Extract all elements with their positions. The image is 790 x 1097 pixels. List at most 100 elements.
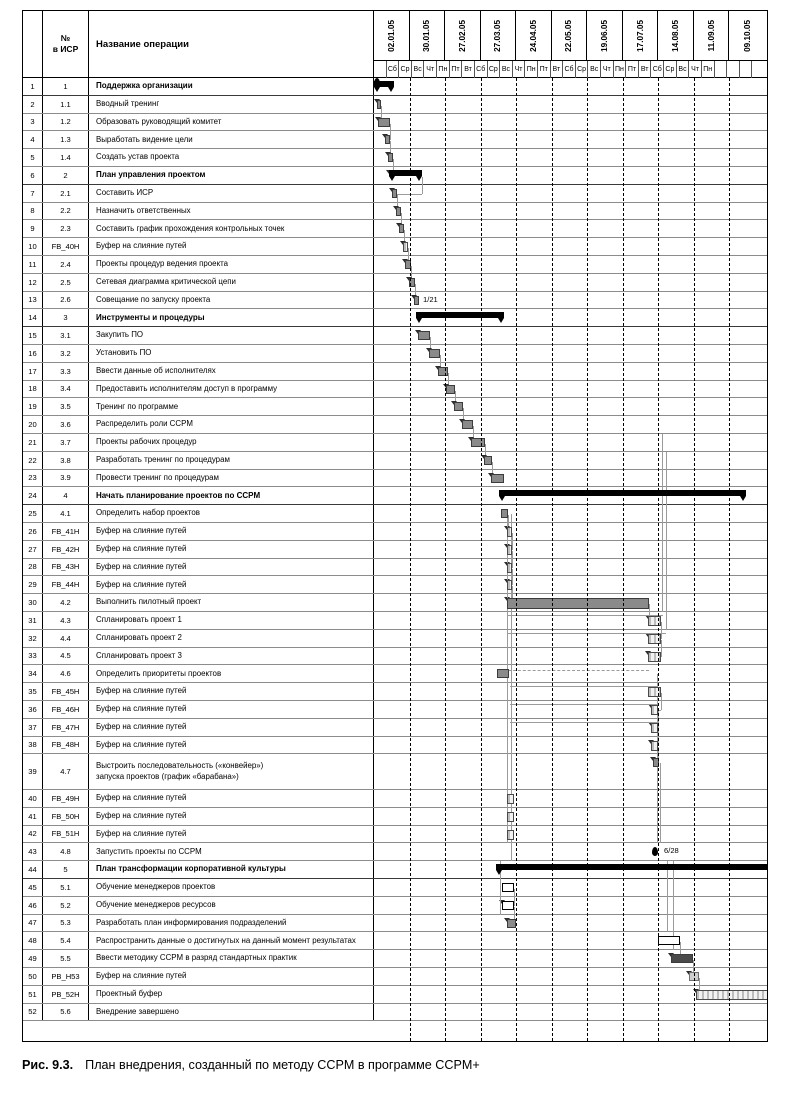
table-row[interactable]: 12 2.5 Сетевая диаграмма критической цепи <box>23 273 767 292</box>
table-row[interactable]: 35 FB_45H Буфер на слияние путей <box>23 683 767 701</box>
table-row[interactable]: 5 1.4 Создать устав проекта <box>23 149 767 167</box>
table-row[interactable]: 38 FB_48H Буфер на слияние путей <box>23 736 767 755</box>
gantt-bar-task[interactable] <box>396 206 401 216</box>
gantt-bar-task[interactable] <box>653 758 659 768</box>
table-row[interactable]: 11 2.4 Проекты процедур ведения проекта <box>23 256 767 274</box>
gantt-bar-buffer[interactable] <box>648 651 661 662</box>
table-row[interactable]: 2 1.1 Вводный тренинг <box>23 95 767 114</box>
table-row[interactable]: 46 5.2 Обучение менеджеров ресурсов <box>23 896 767 915</box>
gantt-bar-summary[interactable] <box>389 170 422 181</box>
gantt-bar-task[interactable] <box>392 188 397 198</box>
table-row[interactable]: 51 PB_52H Проектный буфер <box>23 985 767 1004</box>
gantt-bar-summary[interactable] <box>496 864 767 876</box>
gantt-bar-task[interactable] <box>405 260 411 269</box>
gantt-bar-buffer[interactable] <box>651 722 658 733</box>
table-row[interactable]: 27 FB_42H Буфер на слияние путей <box>23 540 767 559</box>
table-row[interactable]: 19 3.5 Тренинг по программе <box>23 398 767 417</box>
gantt-bar-buffer[interactable] <box>403 242 408 253</box>
gantt-bar-task-wide[interactable] <box>507 598 649 610</box>
table-row[interactable]: 43 4.8 Запустить проекты по CCPM <box>23 843 767 862</box>
table-row[interactable]: 23 3.9 Провести тренинг по процедурам <box>23 469 767 488</box>
gantt-bar-buffer[interactable] <box>507 794 514 804</box>
table-row[interactable]: 36 FB_46H Буфер на слияние путей <box>23 701 767 719</box>
table-row[interactable]: 28 FB_43H Буфер на слияние путей <box>23 558 767 577</box>
gantt-bar-buffer[interactable] <box>507 811 514 822</box>
gantt-bar-task-light[interactable] <box>689 972 699 981</box>
gantt-bar-task[interactable] <box>462 420 473 430</box>
gantt-bar-buffer[interactable] <box>507 544 512 555</box>
gantt-bar-task[interactable] <box>454 402 463 412</box>
table-row[interactable]: 26 FB_41H Буфер на слияние путей <box>23 523 767 541</box>
table-row[interactable]: 40 FB_49H Буфер на слияние путей <box>23 790 767 808</box>
table-row[interactable]: 30 4.2 Выполнить пилотный проект <box>23 594 767 612</box>
gantt-bar-task[interactable] <box>399 224 404 234</box>
gantt-bar-milestone[interactable] <box>652 847 658 857</box>
table-row[interactable]: 18 3.4 Предоставить исполнителям доступ в … <box>23 380 767 399</box>
gantt-bar-task[interactable] <box>409 277 415 287</box>
table-row[interactable]: 14 3 Инструменты и процедуры <box>23 309 767 328</box>
gantt-bar-buffer[interactable] <box>651 705 658 715</box>
table-row[interactable]: 15 3.1 Закупить ПО <box>23 327 767 345</box>
gantt-bar-task[interactable] <box>429 349 440 358</box>
table-row[interactable]: 31 4.3 Спланировать проект 1 <box>23 612 767 630</box>
gantt-bar-task[interactable] <box>388 153 393 163</box>
gantt-bar-buffer[interactable] <box>651 740 658 751</box>
table-row[interactable]: 21 3.7 Проекты рабочих процедур <box>23 434 767 452</box>
gantt-bar-task-white[interactable] <box>502 883 514 892</box>
gantt-bar-task[interactable] <box>497 669 509 679</box>
table-row[interactable]: 24 4 Начать планирование проектов по CCPM <box>23 487 767 506</box>
table-row[interactable]: 1 1 Поддержка организации <box>23 78 767 96</box>
gantt-bar-buffer[interactable] <box>696 989 767 1000</box>
gantt-bar-task[interactable] <box>378 117 390 127</box>
gantt-bar-buffer[interactable] <box>507 527 512 537</box>
table-row[interactable]: 20 3.6 Распределить роли CCPM <box>23 416 767 434</box>
gantt-bar-summary[interactable] <box>416 312 504 324</box>
gantt-bar-buffer[interactable] <box>507 562 512 573</box>
table-row[interactable]: 37 FB_47H Буфер на слияние путей <box>23 718 767 737</box>
table-row[interactable]: 49 5.5 Ввести методику CCPM в разряд станд… <box>23 950 767 968</box>
table-row[interactable]: 13 2.6 Совещание по запуску проекта <box>23 291 767 310</box>
table-row[interactable]: 9 2.3 Составить график прохождения контрол… <box>23 220 767 239</box>
table-row[interactable]: 3 1.2 Образовать руководящий комитет <box>23 113 767 132</box>
gantt-bar-task[interactable] <box>446 384 455 394</box>
gantt-bar-task[interactable] <box>484 455 492 465</box>
table-row[interactable]: 4 1.3 Выработать видение цели <box>23 131 767 150</box>
table-row[interactable]: 52 5.6 Внедрение завершено <box>23 1003 767 1022</box>
table-row[interactable]: 7 2.1 Составить ИСР <box>23 184 767 203</box>
gantt-bar-task[interactable] <box>385 135 390 145</box>
gantt-bar-task[interactable] <box>501 509 508 519</box>
table-row[interactable]: 45 5.1 Обучение менеджеров проектов <box>23 879 767 897</box>
table-row[interactable]: 39 4.7 Выстроить последовательность («конв… <box>23 754 767 790</box>
table-row[interactable]: 33 4.5 Спланировать проект 3 <box>23 647 767 666</box>
gantt-bar-task[interactable] <box>507 918 516 928</box>
table-row[interactable]: 47 5.3 Разработать план информирования под… <box>23 914 767 933</box>
gantt-bar-task[interactable] <box>418 331 430 341</box>
table-row[interactable]: 50 PB_H53 Буфер на слияние путей <box>23 968 767 986</box>
gantt-bar-task[interactable] <box>471 438 485 447</box>
gantt-bar-task-dark[interactable] <box>671 954 693 964</box>
gantt-bar-task[interactable] <box>491 473 504 483</box>
table-row[interactable]: 41 FB_50H Буфер на слияние путей <box>23 807 767 826</box>
table-row[interactable]: 22 3.8 Разработать тренинг по процедурам <box>23 451 767 470</box>
table-row[interactable]: 17 3.3 Ввести данные об исполнителях <box>23 362 767 381</box>
gantt-bar-summary[interactable] <box>499 490 746 502</box>
gantt-bar-buffer[interactable] <box>507 829 514 840</box>
table-row[interactable]: 32 4.4 Спланировать проект 2 <box>23 629 767 648</box>
gantt-bar-task-white[interactable] <box>502 900 514 910</box>
gantt-bar-buffer[interactable] <box>648 633 661 644</box>
gantt-bar-buffer[interactable] <box>507 580 512 591</box>
gantt-bar-summary[interactable] <box>374 81 394 92</box>
gantt-bar-task[interactable] <box>377 99 381 109</box>
table-row[interactable]: 6 2 План управления проектом <box>23 167 767 185</box>
table-row[interactable]: 34 4.6 Определить приоритеты проектов <box>23 665 767 684</box>
table-row[interactable]: 8 2.2 Назначить ответственных <box>23 202 767 221</box>
table-row[interactable]: 44 5 План трансформации корпоративной куль… <box>23 861 767 879</box>
gantt-bar-task[interactable] <box>438 366 448 376</box>
gantt-bar-task[interactable] <box>414 295 419 305</box>
gantt-bar-buffer[interactable] <box>648 687 661 698</box>
table-row[interactable]: 16 3.2 Установить ПО <box>23 345 767 363</box>
table-row[interactable]: 10 FB_40H Буфер на слияние путей <box>23 238 767 256</box>
table-row[interactable]: 25 4.1 Определить набор проектов <box>23 505 767 523</box>
gantt-bar-task-white[interactable] <box>658 936 680 946</box>
table-row[interactable]: 48 5.4 Распространить данные о достигнутых… <box>23 932 767 951</box>
